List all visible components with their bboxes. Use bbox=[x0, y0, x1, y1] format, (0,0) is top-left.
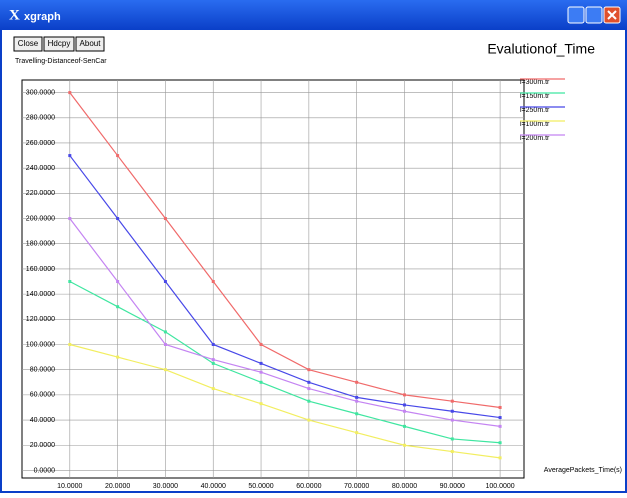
window-frame bbox=[0, 0, 627, 493]
data-point bbox=[307, 381, 310, 384]
about-button-label[interactable]: About bbox=[80, 39, 102, 48]
data-point bbox=[116, 280, 119, 283]
y-tick-label: 60.0000 bbox=[30, 392, 55, 399]
data-point bbox=[164, 330, 167, 333]
data-point bbox=[68, 280, 71, 283]
y-tick-label: 180.0000 bbox=[26, 241, 55, 248]
y-tick-label: 140.0000 bbox=[26, 291, 55, 298]
y-tick-label: 120.0000 bbox=[26, 316, 55, 323]
data-point bbox=[212, 343, 215, 346]
data-point bbox=[499, 406, 502, 409]
data-point bbox=[164, 368, 167, 371]
data-point bbox=[260, 362, 263, 365]
data-point bbox=[307, 387, 310, 390]
app-icon: X bbox=[9, 7, 20, 23]
x-axis-label: AveragePackets_Time(s) bbox=[544, 467, 622, 474]
data-point bbox=[68, 343, 71, 346]
legend-label: l=250m.tr bbox=[520, 107, 550, 114]
data-point bbox=[451, 450, 454, 453]
legend-label: l=200m.tr bbox=[520, 135, 550, 142]
data-point bbox=[355, 381, 358, 384]
title-bar bbox=[0, 0, 627, 30]
y-tick-label: 220.0000 bbox=[26, 190, 55, 197]
x-tick-label: 100.0000 bbox=[485, 483, 514, 490]
data-point bbox=[307, 419, 310, 422]
data-point bbox=[355, 431, 358, 434]
y-axis-label: Travelling-Distanceof-SenCar bbox=[15, 58, 107, 65]
x-tick-label: 30.0000 bbox=[153, 483, 178, 490]
x-tick-label: 90.0000 bbox=[440, 483, 465, 490]
data-point bbox=[260, 402, 263, 405]
data-point bbox=[499, 425, 502, 428]
data-point bbox=[260, 343, 263, 346]
data-point bbox=[164, 217, 167, 220]
data-point bbox=[355, 400, 358, 403]
data-point bbox=[212, 362, 215, 365]
data-point bbox=[451, 419, 454, 422]
data-point bbox=[68, 154, 71, 157]
y-tick-label: 100.0000 bbox=[26, 341, 55, 348]
data-point bbox=[451, 437, 454, 440]
y-tick-label: 300.0000 bbox=[26, 89, 55, 96]
data-point bbox=[212, 387, 215, 390]
data-point bbox=[212, 280, 215, 283]
x-tick-label: 50.0000 bbox=[248, 483, 273, 490]
x-tick-label: 10.0000 bbox=[57, 483, 82, 490]
data-point bbox=[403, 410, 406, 413]
y-tick-label: 260.0000 bbox=[26, 140, 55, 147]
data-point bbox=[499, 416, 502, 419]
data-point bbox=[260, 381, 263, 384]
y-tick-label: 80.0000 bbox=[30, 367, 55, 374]
y-tick-label: 20.0000 bbox=[30, 442, 55, 449]
data-point bbox=[499, 456, 502, 459]
legend-label: l=150m.tr bbox=[520, 93, 550, 100]
y-tick-label: 240.0000 bbox=[26, 165, 55, 172]
x-tick-label: 40.0000 bbox=[201, 483, 226, 490]
x-tick-label: 80.0000 bbox=[392, 483, 417, 490]
y-tick-label: 40.0000 bbox=[30, 417, 55, 424]
x-tick-label: 60.0000 bbox=[296, 483, 321, 490]
data-point bbox=[116, 356, 119, 359]
window: X xgraph Close Hdcpy About Travelling-Di… bbox=[0, 0, 627, 493]
window-title: xgraph bbox=[24, 11, 61, 23]
data-point bbox=[499, 441, 502, 444]
data-point bbox=[68, 91, 71, 94]
data-point bbox=[116, 217, 119, 220]
hdcpy-button-label[interactable]: Hdcpy bbox=[48, 39, 71, 48]
y-tick-label: 280.0000 bbox=[26, 115, 55, 122]
legend-label: l=300m.tr bbox=[520, 79, 550, 86]
data-point bbox=[451, 400, 454, 403]
data-point bbox=[451, 410, 454, 413]
data-point bbox=[164, 280, 167, 283]
data-point bbox=[403, 393, 406, 396]
chart-title: Evalutionof_Time bbox=[487, 41, 595, 57]
minimize-button[interactable] bbox=[568, 7, 584, 23]
maximize-button[interactable] bbox=[586, 7, 602, 23]
data-point bbox=[307, 400, 310, 403]
y-tick-label: 0.0000 bbox=[34, 467, 56, 474]
legend-label: l=100m.tr bbox=[520, 121, 550, 128]
close-button-label[interactable]: Close bbox=[18, 39, 39, 48]
data-point bbox=[403, 444, 406, 447]
data-point bbox=[403, 403, 406, 406]
data-point bbox=[260, 371, 263, 374]
data-point bbox=[403, 425, 406, 428]
y-tick-label: 160.0000 bbox=[26, 266, 55, 273]
data-point bbox=[212, 358, 215, 361]
data-point bbox=[307, 368, 310, 371]
data-point bbox=[355, 412, 358, 415]
data-point bbox=[355, 396, 358, 399]
y-tick-label: 200.0000 bbox=[26, 215, 55, 222]
x-tick-label: 70.0000 bbox=[344, 483, 369, 490]
data-point bbox=[164, 343, 167, 346]
data-point bbox=[116, 154, 119, 157]
data-point bbox=[68, 217, 71, 220]
x-tick-label: 20.0000 bbox=[105, 483, 130, 490]
data-point bbox=[116, 305, 119, 308]
